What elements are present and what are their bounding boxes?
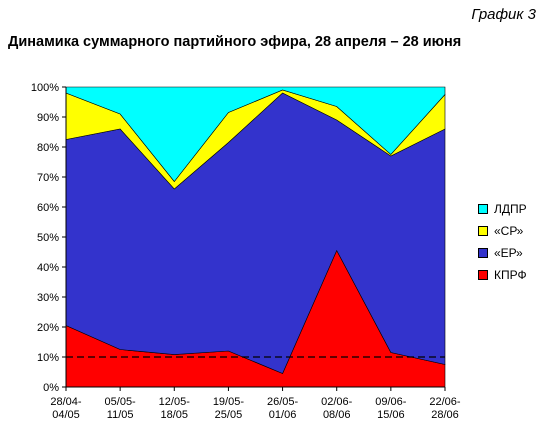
legend-item: ЛДПР (478, 198, 527, 220)
legend-swatch (478, 204, 488, 214)
figure-label: График 3 (471, 6, 536, 23)
legend: ЛДПР «СР» «ЕР» КПРФ (478, 198, 527, 286)
y-tick-label: 10% (37, 352, 59, 364)
axes-group (62, 86, 446, 391)
legend-item: КПРФ (478, 264, 527, 286)
y-tick-label: 20% (37, 322, 59, 334)
area-layers (65, 86, 446, 388)
x-tick-label: 28/04-04/05 (50, 396, 82, 421)
y-tick-labels: 0% 10% 20% 30% 40% 50% 60% 70% 80% 90% 100% (31, 82, 59, 394)
legend-swatch (478, 226, 488, 236)
legend-label: КПРФ (494, 268, 527, 282)
x-tick-label: 05/05-11/05 (105, 396, 137, 421)
y-tick-label: 30% (37, 292, 59, 304)
y-tick-label: 70% (37, 172, 59, 184)
legend-swatch (478, 248, 488, 258)
x-tick-label: 02/06-08/06 (321, 396, 353, 421)
y-tick-label: 50% (37, 232, 59, 244)
x-tick-label: 09/06-15/06 (375, 396, 407, 421)
y-tick-label: 0% (43, 382, 59, 394)
x-tick-labels: 28/04-04/05 05/05-11/05 12/05-18/05 19/05-2… (50, 396, 461, 421)
y-tick-label: 100% (31, 82, 59, 94)
x-tick-label: 12/05-18/05 (159, 396, 191, 421)
x-tick-label: 26/05-01/06 (267, 396, 299, 421)
chart-title: Динамика суммарного партийного эфира, 28… (8, 34, 462, 50)
legend-label: ЛДПР (494, 202, 527, 216)
legend-label: «ЕР» (494, 246, 523, 260)
y-tick-label: 60% (37, 202, 59, 214)
y-tick-label: 80% (37, 142, 59, 154)
legend-swatch (478, 270, 488, 280)
y-tick-label: 40% (37, 262, 59, 274)
legend-item: «СР» (478, 220, 527, 242)
legend-label: «СР» (494, 224, 524, 238)
x-tick-label: 19/05-25/05 (213, 396, 245, 421)
y-tick-label: 90% (37, 112, 59, 124)
legend-item: «ЕР» (478, 242, 527, 264)
area-series-3 (65, 86, 446, 182)
x-tick-label: 22/06-28/06 (429, 396, 461, 421)
